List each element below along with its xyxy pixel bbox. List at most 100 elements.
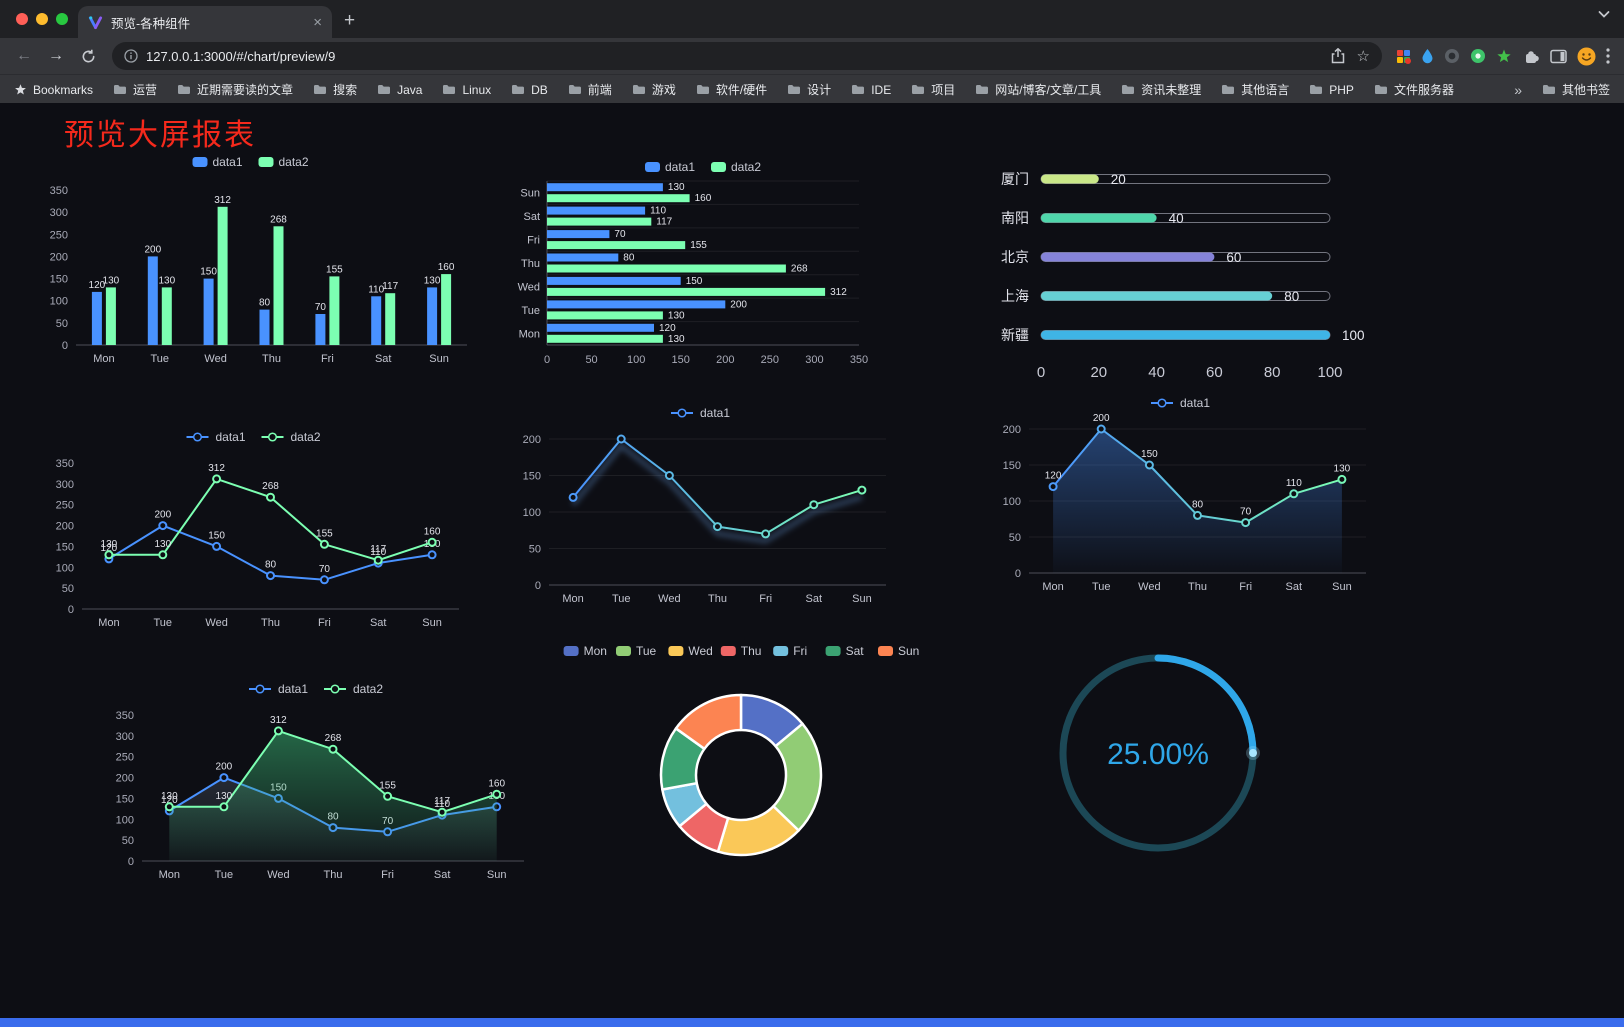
tab-favicon-icon bbox=[88, 15, 103, 30]
bookmark-folder-item[interactable]: 近期需要读的文章 bbox=[177, 81, 293, 98]
svg-text:130: 130 bbox=[216, 791, 233, 802]
menu-kebab-icon[interactable] bbox=[1606, 48, 1610, 64]
svg-text:130: 130 bbox=[668, 182, 685, 193]
svg-text:Sun: Sun bbox=[487, 869, 507, 881]
folder-icon bbox=[568, 84, 582, 95]
svg-text:110: 110 bbox=[1286, 478, 1302, 489]
svg-text:130: 130 bbox=[154, 539, 171, 550]
svg-text:70: 70 bbox=[319, 564, 331, 575]
svg-text:Mon: Mon bbox=[584, 644, 607, 658]
svg-text:130: 130 bbox=[1334, 463, 1351, 474]
bookmark-folder-item[interactable]: 前端 bbox=[568, 81, 612, 98]
bookmark-folder-item[interactable]: 游戏 bbox=[632, 81, 676, 98]
tab-close-icon[interactable]: × bbox=[313, 13, 322, 31]
svg-text:200: 200 bbox=[716, 354, 734, 366]
browser-tab[interactable]: 预览-各种组件 × bbox=[78, 6, 332, 38]
svg-text:Wed: Wed bbox=[267, 869, 289, 881]
bookmark-label: 其他语言 bbox=[1241, 83, 1290, 97]
address-bar[interactable]: 127.0.0.1:3000/#/chart/preview/9 ☆ bbox=[112, 42, 1382, 70]
bookmark-folder-item[interactable]: 其他语言 bbox=[1221, 81, 1289, 98]
bookmark-label: 项目 bbox=[931, 83, 956, 97]
svg-text:150: 150 bbox=[56, 541, 74, 553]
url-text[interactable]: 127.0.0.1:3000/#/chart/preview/9 bbox=[146, 48, 336, 64]
extension-drop-icon[interactable] bbox=[1421, 48, 1434, 64]
svg-text:Tue: Tue bbox=[612, 593, 631, 605]
back-button-icon[interactable]: ← bbox=[16, 47, 32, 64]
svg-text:155: 155 bbox=[326, 264, 343, 275]
bookmark-folder-item[interactable]: PHP bbox=[1309, 83, 1354, 97]
tab-search-chevron-icon[interactable] bbox=[1598, 10, 1610, 18]
svg-text:110: 110 bbox=[434, 799, 450, 810]
bookmark-folder-item[interactable]: 文件服务器 bbox=[1374, 81, 1454, 98]
bookmark-star-icon[interactable]: ☆ bbox=[1356, 48, 1370, 65]
bookmark-folder-item[interactable]: DB bbox=[511, 83, 548, 97]
other-bookmarks[interactable]: 其他书签 bbox=[1542, 81, 1610, 98]
maximize-window-button[interactable] bbox=[56, 13, 68, 25]
svg-text:155: 155 bbox=[379, 780, 396, 791]
bookmark-folder-item[interactable]: 项目 bbox=[911, 81, 955, 98]
svg-text:200: 200 bbox=[216, 762, 233, 773]
svg-text:100: 100 bbox=[523, 507, 541, 519]
bookmark-folder-item[interactable]: 资讯未整理 bbox=[1121, 81, 1201, 98]
svg-text:200: 200 bbox=[1003, 424, 1021, 436]
svg-text:250: 250 bbox=[56, 500, 74, 512]
side-panel-icon[interactable] bbox=[1550, 49, 1567, 64]
site-info-icon[interactable] bbox=[124, 49, 138, 63]
minimize-window-button[interactable] bbox=[36, 13, 48, 25]
new-tab-button[interactable]: + bbox=[344, 10, 356, 31]
extension-colorful-icon[interactable] bbox=[1396, 49, 1411, 64]
browser-toolbar: ← → 127.0.0.1:3000/#/chart/preview/9 ☆ bbox=[0, 38, 1624, 74]
svg-text:80: 80 bbox=[1284, 289, 1299, 304]
extensions-puzzle-icon[interactable] bbox=[1522, 47, 1540, 65]
svg-text:南阳: 南阳 bbox=[1001, 210, 1029, 226]
profile-avatar[interactable] bbox=[1577, 47, 1596, 66]
bookmark-folder-item[interactable]: 设计 bbox=[787, 81, 831, 98]
svg-text:100: 100 bbox=[627, 354, 645, 366]
svg-text:250: 250 bbox=[761, 354, 779, 366]
svg-text:50: 50 bbox=[122, 835, 134, 847]
bookmark-folder-item[interactable]: Java bbox=[377, 83, 422, 97]
share-icon[interactable] bbox=[1331, 48, 1345, 64]
svg-text:Wed: Wed bbox=[518, 281, 540, 293]
reload-button-icon[interactable] bbox=[74, 43, 102, 69]
bookmark-folder-item[interactable]: 运营 bbox=[113, 81, 157, 98]
forward-button-icon[interactable]: → bbox=[48, 47, 64, 64]
svg-text:100: 100 bbox=[1317, 364, 1342, 381]
bookmark-folder-item[interactable]: 网站/博客/文章/工具 bbox=[975, 81, 1101, 98]
chart-progress-bars: 厦门 20 南阳 40 北京 60 上海 80 新疆 100 0 20 40 60 80 100 bbox=[985, 153, 1380, 391]
bookmark-label: 前端 bbox=[587, 83, 612, 97]
extension-dark-circle-icon[interactable] bbox=[1444, 48, 1460, 64]
svg-text:Fri: Fri bbox=[321, 353, 334, 365]
extension-green-circle-icon[interactable] bbox=[1470, 48, 1486, 64]
bookmarks-label[interactable]: Bookmarks bbox=[14, 83, 93, 97]
bookmark-folder-item[interactable]: 搜索 bbox=[313, 81, 357, 98]
svg-text:150: 150 bbox=[200, 267, 217, 278]
svg-text:data1: data1 bbox=[665, 160, 695, 174]
svg-text:Thu: Thu bbox=[1188, 581, 1207, 593]
svg-text:Sun: Sun bbox=[1332, 581, 1352, 593]
svg-text:Tue: Tue bbox=[1092, 581, 1111, 593]
svg-text:Fri: Fri bbox=[793, 644, 807, 658]
svg-text:300: 300 bbox=[56, 479, 74, 491]
svg-text:Mon: Mon bbox=[519, 328, 540, 340]
extension-star-icon[interactable] bbox=[1496, 48, 1512, 64]
svg-text:110: 110 bbox=[650, 206, 666, 217]
svg-text:Tue: Tue bbox=[154, 617, 173, 629]
svg-text:150: 150 bbox=[208, 530, 225, 541]
bookmark-folder-item[interactable]: Linux bbox=[442, 83, 491, 97]
chart-multi-line-area: data1 data2 0 50 100 150 200 250 300 350 Mon Tue Wed… bbox=[98, 675, 538, 887]
folder-icon bbox=[442, 84, 456, 95]
close-window-button[interactable] bbox=[16, 13, 28, 25]
svg-text:40: 40 bbox=[1169, 211, 1184, 226]
bookmark-folder-item[interactable]: 软件/硬件 bbox=[696, 81, 767, 98]
svg-text:130: 130 bbox=[668, 334, 685, 345]
svg-text:130: 130 bbox=[158, 275, 175, 286]
bookmarks-overflow-chevron[interactable]: » bbox=[1514, 81, 1522, 98]
bookmark-folder-item[interactable]: IDE bbox=[851, 83, 891, 97]
svg-text:Sat: Sat bbox=[523, 211, 540, 223]
svg-text:350: 350 bbox=[850, 354, 868, 366]
bookmark-label: Linux bbox=[462, 82, 492, 97]
svg-text:0: 0 bbox=[128, 856, 134, 868]
svg-text:data2: data2 bbox=[353, 682, 383, 696]
svg-text:厦门: 厦门 bbox=[1001, 171, 1029, 187]
